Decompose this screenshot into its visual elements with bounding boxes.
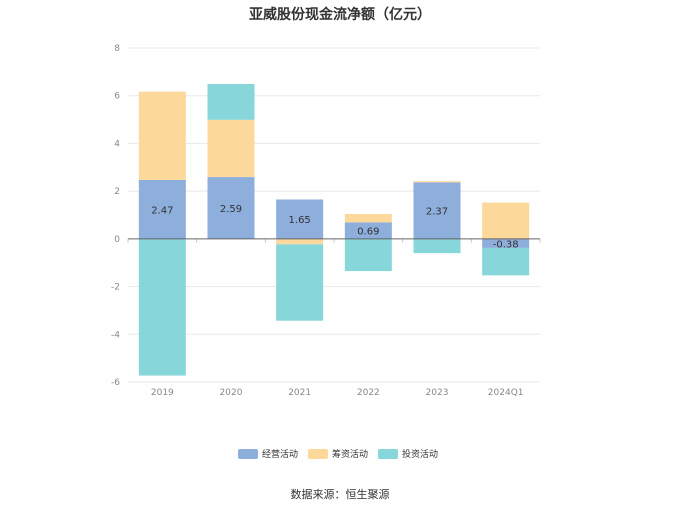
bar-segment: [276, 244, 324, 321]
bar-segment: [482, 247, 530, 276]
bar-segment: [207, 84, 255, 120]
bar-segment: [276, 238, 324, 245]
y-tick-label: -2: [111, 283, 120, 293]
bar-segment: [207, 119, 255, 178]
chart-title: 亚威股份现金流净额（亿元）: [249, 7, 431, 23]
data-label: 1.65: [289, 215, 311, 226]
legend-swatch: [378, 449, 398, 459]
bar-segment: [344, 238, 392, 272]
bar-segment: [482, 202, 530, 239]
x-tick-label: 2024Q1: [488, 388, 524, 398]
x-tick-label: 2022: [357, 388, 380, 398]
y-tick-label: 0: [114, 235, 120, 245]
bar-segment: [207, 177, 255, 239]
data-source: 数据来源：恒生聚源: [290, 488, 390, 501]
y-tick-label: -6: [111, 378, 120, 388]
legend-swatch: [238, 449, 258, 459]
bar-segment: [413, 181, 461, 183]
data-label: 2.47: [151, 205, 173, 216]
x-tick-label: 2019: [151, 388, 174, 398]
bar-segment: [344, 222, 392, 239]
y-tick-label: 2: [114, 187, 120, 197]
x-tick-label: 2020: [220, 388, 243, 398]
legend-label: 经营活动: [262, 448, 298, 460]
bar-segment: [482, 238, 530, 248]
data-label: 0.69: [357, 227, 379, 238]
bar-segment: [413, 238, 461, 254]
y-tick-label: 4: [114, 139, 120, 149]
y-tick-label: -4: [111, 330, 120, 340]
legend-swatch: [308, 449, 328, 459]
bar-segment: [138, 179, 186, 239]
bar-segment: [138, 91, 186, 180]
legend-label: 筹资活动: [332, 448, 368, 460]
y-tick-label: 8: [114, 44, 120, 54]
data-label: 2.37: [426, 207, 448, 218]
y-tick-label: 6: [114, 92, 120, 102]
bar-segment: [344, 214, 392, 223]
x-tick-label: 2021: [288, 388, 311, 398]
legend-label: 投资活动: [402, 448, 438, 460]
data-label: -0.38: [493, 239, 519, 250]
bar-segment: [413, 182, 461, 239]
bar-segment: [138, 238, 186, 376]
x-tick-label: 2023: [426, 388, 449, 398]
bar-segment: [276, 199, 324, 239]
data-label: 2.59: [220, 204, 242, 215]
